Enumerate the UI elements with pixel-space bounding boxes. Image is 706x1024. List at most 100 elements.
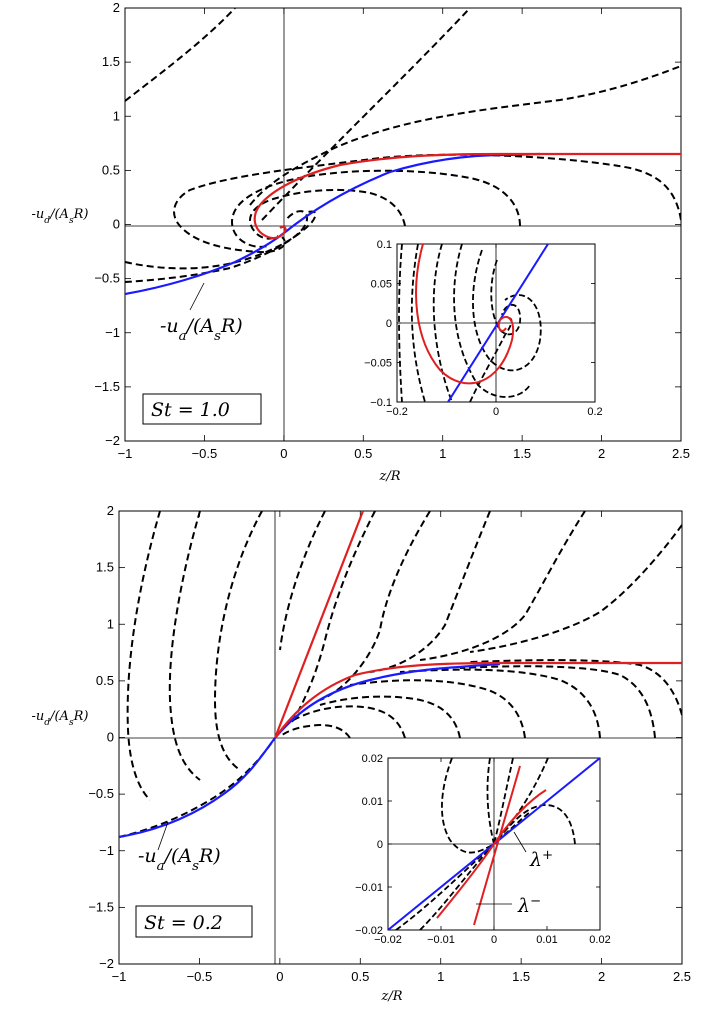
bottom-inset-curves (388, 758, 600, 930)
bottom-inset-lambda-minus: λ− (517, 894, 541, 918)
top-st-label: St = 1.0 (151, 399, 230, 421)
bot-inset-ytick-label: −0.02 (355, 925, 383, 937)
top-xtick-label: 1 (439, 446, 446, 461)
top-xtick-label: −0.5 (192, 446, 218, 461)
top-x-label: z/R (378, 469, 400, 484)
bot-ytick-label: 2 (107, 503, 114, 518)
top-inset-ytick-label: −0.05 (364, 358, 392, 370)
top-inset-ytick-label: 0.05 (371, 279, 392, 291)
top-ytick-label: 2 (113, 0, 120, 15)
top-inset-curves (398, 244, 549, 402)
top-inset-red (415, 244, 514, 385)
bottom-panel: −1 −0.5 0 0.5 1 1.5 2 2.5 −2 −1.5 −1 −0.5 0 0.5 1 1.5 2 (32, 503, 692, 1004)
top-xtick-label: 0.5 (354, 446, 372, 461)
bot-dashed-13 (349, 679, 526, 739)
top-dashed-1 (125, 8, 236, 102)
bot-inset-lambda-plus-pointer (513, 831, 527, 853)
bot-ytick-label: 0 (107, 730, 114, 745)
top-inset-dashed-2 (410, 244, 426, 402)
top-inset-ytick-label: 0.1 (377, 239, 392, 251)
bot-ytick-label: 1.5 (96, 560, 114, 575)
bot-xtick-label: 0 (276, 969, 283, 984)
top-dashed-3 (249, 65, 681, 206)
top-xtick-label: 1.5 (513, 446, 531, 461)
bot-ytick-label: −1 (99, 843, 114, 858)
top-inset: −0.2 0 0.2 −0.1 −0.05 0 0.05 0.1 (364, 239, 602, 418)
top-ticks: −1 −0.5 0 0.5 1 1.5 2 2.5 −2 −1.5 −1 −0.5 0 0.5 1 1.5 2 (94, 0, 690, 461)
bot-xtick-label: 2.5 (673, 969, 691, 984)
bot-dashed-3 (213, 511, 263, 771)
top-ytick-label: 1.5 (102, 54, 120, 69)
top-dashed-7 (125, 210, 308, 283)
bot-dashed-15 (289, 705, 406, 739)
bot-dashed-9 (469, 524, 682, 653)
bot-inset-ytick-label: 0.01 (362, 796, 383, 808)
bot-dashed-8 (419, 511, 586, 661)
bot-inset-xtick-label: 0 (491, 934, 497, 946)
bot-inset-dashed-1 (441, 758, 495, 854)
top-xtick-label: 2 (598, 446, 605, 461)
top-ytick-label: −2 (105, 433, 120, 448)
top-dashed-2 (261, 8, 471, 221)
bottom-st-box (135, 905, 253, 938)
bot-dashed-12 (399, 668, 601, 739)
bot-dashed-16 (281, 723, 351, 739)
top-inset-ytick-label: −0.1 (370, 397, 392, 409)
bot-inset-ytick-label: −0.01 (355, 882, 383, 894)
bottom-inset-lambda-plus: λ+ (529, 848, 553, 872)
bot-dashed-14 (319, 695, 461, 739)
bot-ytick-label: −0.5 (88, 786, 114, 801)
bot-dashed-1 (126, 511, 161, 801)
top-dashed-4 (173, 153, 681, 254)
bot-xtick-label: 0.5 (351, 969, 369, 984)
top-red-spiral (267, 225, 287, 240)
bot-inset-dashed-5 (493, 804, 576, 845)
top-curves (125, 8, 681, 296)
bot-ytick-label: 1 (107, 616, 114, 631)
bot-xtick-label: 1 (437, 969, 444, 984)
bot-inset-ytick-label: 0.02 (362, 753, 383, 765)
top-y-label: -ud/(AsR) (32, 207, 89, 226)
bot-ytick-label: 0.5 (96, 673, 114, 688)
top-inset-xtick-label: 0 (493, 406, 499, 418)
bot-inset-ytick-label: 0 (377, 839, 383, 851)
bot-inset-red-minus (473, 765, 521, 926)
bot-red-line (273, 511, 365, 739)
bot-dashed-11 (459, 665, 656, 739)
bot-inset-xtick-label: 0.02 (589, 934, 610, 946)
top-dashed-5 (230, 169, 521, 248)
bottom-y-label: -ud/(AsR) (32, 709, 89, 728)
bot-annotation-pointer (157, 821, 169, 851)
bot-xtick-label: 1.5 (512, 969, 530, 984)
bot-dashed-5 (289, 511, 376, 726)
top-annotation-pointer (189, 282, 205, 311)
bot-inset-red-plus (436, 789, 547, 919)
bottom-x-label: z/R (380, 989, 402, 1004)
bot-dashed-4 (279, 511, 326, 651)
bot-inset-xtick-label: −0.01 (427, 934, 455, 946)
bot-inset-xtick-label: −0.02 (374, 934, 402, 946)
bot-inset-dashed-3 (493, 758, 514, 845)
bot-xtick-label: −0.5 (187, 969, 213, 984)
top-annotation-ua: -ua/(AsR) (160, 315, 243, 344)
bottom-annotation-ua: -ua/(AsR) (138, 845, 221, 874)
top-xtick-label: 2.5 (672, 446, 690, 461)
top-xtick-label: 0 (280, 446, 287, 461)
bot-ytick-label: −1.5 (88, 899, 114, 914)
top-inset-xtick-label: −0.2 (386, 406, 408, 418)
top-dashed-6 (249, 188, 406, 240)
top-ytick-label: 0.5 (102, 162, 120, 177)
top-ytick-label: 0 (113, 217, 120, 232)
bottom-curves (119, 511, 682, 839)
top-red-curve (253, 152, 681, 239)
bottom-st-label: St = 0.2 (144, 912, 223, 934)
top-inset-ticks: −0.2 0 0.2 −0.1 −0.05 0 0.05 0.1 (364, 239, 602, 418)
bot-dashed-17 (119, 737, 276, 838)
top-inset-dashed-1 (398, 244, 403, 402)
bot-red-curve (274, 661, 682, 739)
top-ytick-label: −1.5 (94, 379, 120, 394)
bot-xtick-label: 2 (598, 969, 605, 984)
top-ytick-label: −0.5 (94, 271, 120, 286)
top-xtick-label: −1 (118, 446, 133, 461)
